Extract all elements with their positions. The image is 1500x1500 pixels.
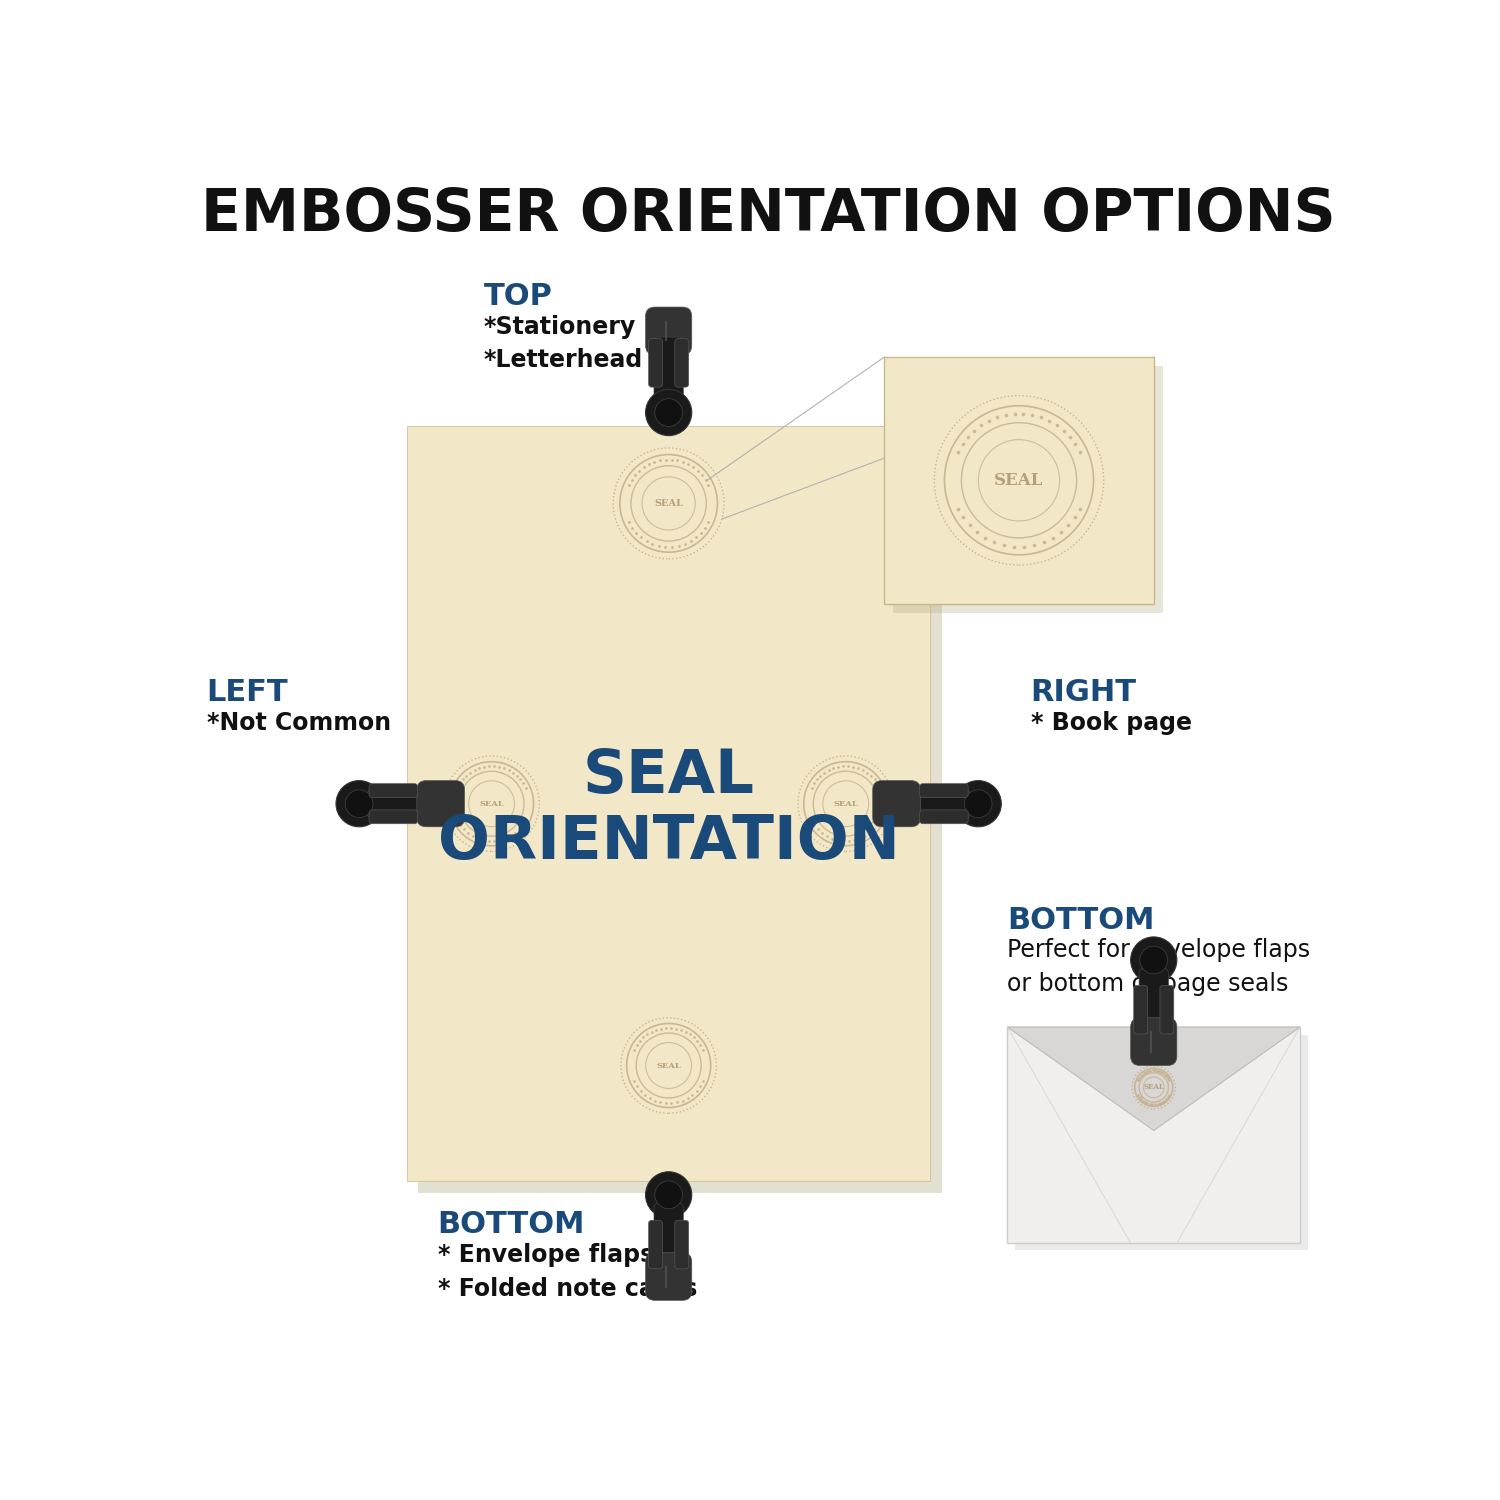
FancyBboxPatch shape [873,780,921,826]
Polygon shape [1008,1028,1300,1131]
Circle shape [964,790,992,818]
Text: SEAL: SEAL [657,1062,681,1070]
FancyBboxPatch shape [648,1221,663,1269]
FancyBboxPatch shape [1134,986,1148,1033]
Circle shape [345,790,374,818]
FancyBboxPatch shape [419,438,942,1193]
Text: RIGHT: RIGHT [1030,678,1137,708]
Text: Perfect for envelope flaps: Perfect for envelope flaps [1008,939,1311,963]
Text: TOP: TOP [484,282,552,310]
FancyBboxPatch shape [406,426,930,1181]
FancyBboxPatch shape [885,357,1154,603]
Circle shape [656,1180,682,1209]
Text: *Not Common: *Not Common [207,711,392,735]
FancyBboxPatch shape [920,810,968,824]
Text: SEAL: SEAL [994,472,1044,489]
FancyBboxPatch shape [1160,986,1174,1033]
FancyBboxPatch shape [1131,1019,1178,1065]
Text: *Stationery: *Stationery [484,315,636,339]
FancyBboxPatch shape [417,780,465,826]
Text: SEAL: SEAL [654,500,682,508]
Text: ORIENTATION: ORIENTATION [438,813,900,871]
Circle shape [656,399,682,426]
Text: or bottom of page seals: or bottom of page seals [1008,972,1288,996]
Text: SEAL: SEAL [478,800,504,807]
FancyBboxPatch shape [1138,969,1168,1035]
FancyBboxPatch shape [654,338,684,404]
FancyBboxPatch shape [1008,1028,1300,1242]
Text: SEAL: SEAL [582,747,754,807]
FancyBboxPatch shape [920,783,968,798]
FancyBboxPatch shape [903,789,969,819]
Text: SEAL: SEAL [1143,1083,1164,1092]
Text: BOTTOM: BOTTOM [1008,906,1155,934]
FancyBboxPatch shape [654,1203,684,1270]
Circle shape [336,780,382,826]
Circle shape [645,390,692,435]
Text: * Book page: * Book page [1030,711,1191,735]
Text: SEAL: SEAL [834,800,858,807]
Text: EMBOSSER ORIENTATION OPTIONS: EMBOSSER ORIENTATION OPTIONS [201,186,1336,243]
Circle shape [956,780,1002,826]
Text: * Folded note cards: * Folded note cards [438,1278,698,1302]
Text: * Envelope flaps: * Envelope flaps [438,1242,654,1266]
Circle shape [1131,938,1178,982]
FancyBboxPatch shape [645,308,692,356]
Text: BOTTOM: BOTTOM [438,1209,585,1239]
FancyBboxPatch shape [368,789,435,819]
FancyBboxPatch shape [645,1252,692,1300]
Text: *Letterhead: *Letterhead [484,348,644,372]
Circle shape [1140,946,1167,974]
FancyBboxPatch shape [675,339,688,387]
FancyBboxPatch shape [1016,1035,1308,1251]
FancyBboxPatch shape [894,366,1162,612]
FancyBboxPatch shape [369,783,417,798]
Text: LEFT: LEFT [207,678,288,708]
Circle shape [645,1172,692,1218]
FancyBboxPatch shape [369,810,417,824]
FancyBboxPatch shape [675,1221,688,1269]
FancyBboxPatch shape [648,339,663,387]
